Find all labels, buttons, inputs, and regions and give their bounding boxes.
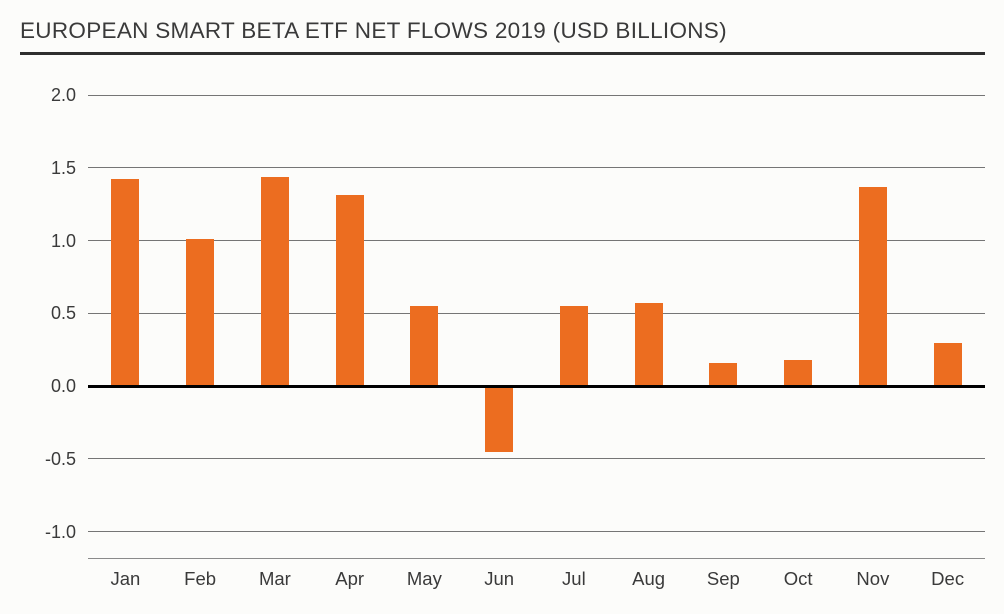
x-axis: Jan Feb Mar Apr May Jun Jul Aug Sep Oct Nov Dec — [88, 568, 985, 594]
bar-may — [410, 306, 439, 387]
bar-jun — [485, 386, 514, 452]
x-tick-label: Jul — [562, 568, 586, 589]
bar-sep — [709, 362, 738, 387]
gridline — [88, 167, 985, 169]
y-tick-label: 0.0 — [50, 376, 76, 397]
x-tick-label: May — [406, 568, 442, 589]
bar-jan — [111, 179, 140, 387]
gridline — [88, 458, 985, 460]
x-tick-label: Mar — [258, 568, 291, 589]
y-tick-label: -0.5 — [44, 448, 76, 469]
y-tick-label: 1.0 — [50, 230, 76, 251]
gridline — [88, 312, 985, 314]
x-tick-label: Oct — [783, 568, 813, 589]
x-tick-label: Nov — [856, 568, 890, 589]
y-axis: 2.0 1.5 1.0 0.5 0.0 -0.5 -1.0 — [14, 85, 76, 559]
x-tick-label: Dec — [931, 568, 965, 589]
bar-jul — [559, 306, 588, 387]
bar-apr — [335, 195, 364, 387]
gridline — [88, 240, 985, 242]
y-tick-label: 0.5 — [50, 303, 76, 324]
gridline — [88, 94, 985, 96]
x-tick-label: Sep — [706, 568, 740, 589]
bar-feb — [186, 239, 215, 387]
title-underline — [20, 52, 985, 55]
x-tick-label: Aug — [632, 568, 666, 589]
bar-nov — [858, 186, 887, 387]
gridline — [88, 531, 985, 533]
bar-dec — [933, 342, 962, 387]
y-tick-label: -1.0 — [44, 521, 76, 542]
y-tick-label: 2.0 — [50, 85, 76, 105]
x-tick-label: Feb — [184, 568, 217, 589]
zero-line — [88, 384, 985, 388]
bar-oct — [784, 359, 813, 387]
y-tick-label: 1.5 — [50, 157, 76, 178]
x-tick-label: Jan — [110, 568, 141, 589]
x-tick-label: Jun — [484, 568, 515, 589]
plot-area — [88, 94, 985, 559]
bar-mar — [260, 176, 289, 387]
bar-aug — [634, 303, 663, 387]
x-tick-label: Apr — [335, 568, 365, 589]
chart-title: EUROPEAN SMART BETA ETF NET FLOWS 2019 (… — [20, 18, 727, 43]
